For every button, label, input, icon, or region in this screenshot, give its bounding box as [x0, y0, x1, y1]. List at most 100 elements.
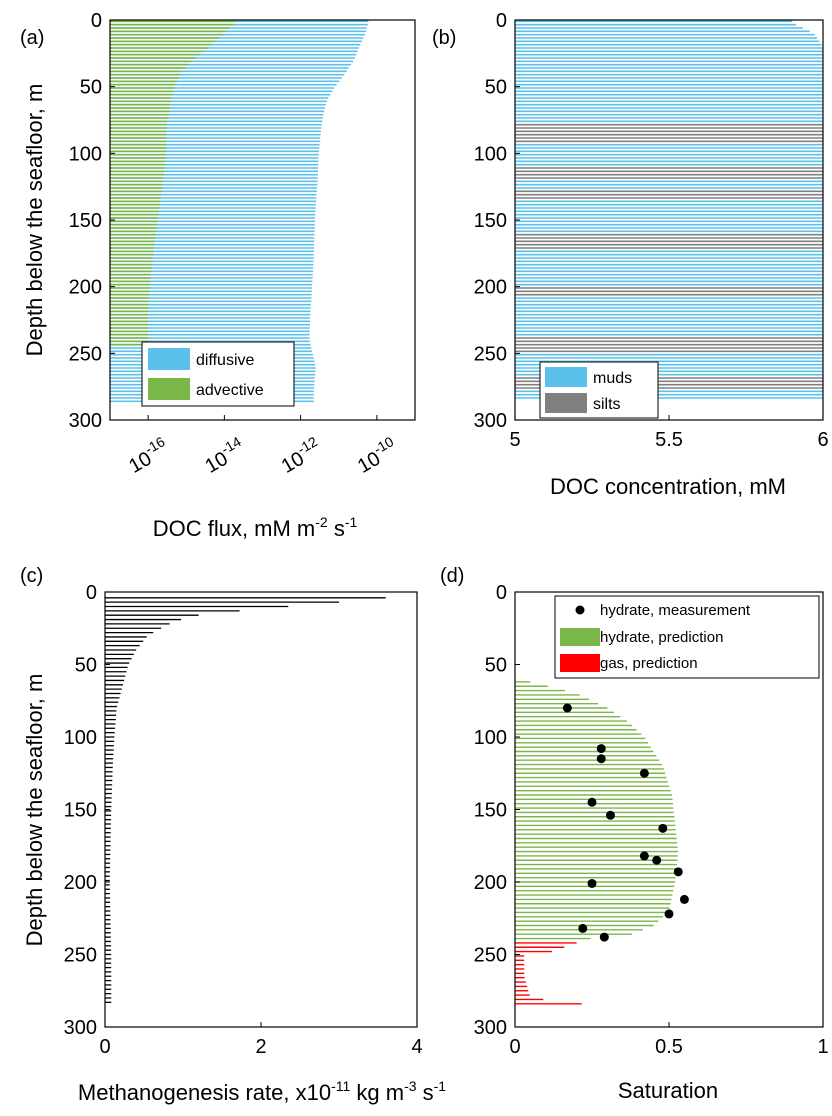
- y-tick-label: 200: [64, 872, 97, 894]
- hydrate-measurement-point: [605, 810, 615, 820]
- y-tick-label: 200: [474, 872, 507, 894]
- panel-c: (c) 0 50 100 150 200 250 300 0 2 4 Methanogenesi…: [20, 565, 446, 1105]
- y-tick-label: 100: [64, 727, 97, 749]
- x-tick-label: 0: [99, 1036, 110, 1058]
- y-tick-label: 50: [485, 77, 507, 99]
- y-tick-label: 300: [64, 1017, 97, 1039]
- y-tick-label: 250: [474, 343, 507, 365]
- panel-c-bars: [105, 597, 386, 1003]
- y-tick-label: 150: [474, 800, 507, 822]
- hydrate-measurement-point: [658, 823, 668, 833]
- hydrate-measurement-point: [578, 923, 588, 933]
- y-tick-label: 200: [69, 277, 102, 299]
- y-tick-label: 0: [91, 10, 102, 32]
- x-tick-label: 10-12: [275, 433, 325, 478]
- legend-swatch-diffusive: [148, 348, 190, 370]
- hydrate-measurement-point: [562, 703, 572, 713]
- panel-b-y-ticks: 0 50 100 150 200 250 300: [474, 10, 520, 432]
- hydrate-measurement-point: [639, 768, 649, 778]
- y-tick-label: 50: [485, 655, 507, 677]
- legend-swatch-gas-prediction: [560, 654, 600, 672]
- panel-a-y-ticks: 0 50 100 150 200 250 300: [69, 10, 115, 432]
- legend-label-hydrate-measurement: hydrate, measurement: [600, 602, 751, 619]
- panel-b-x-axis-label: DOC concentration, mM: [550, 474, 786, 499]
- legend-swatch-silts: [545, 393, 587, 413]
- legend-swatch-muds: [545, 367, 587, 387]
- panel-a-label: (a): [20, 27, 44, 49]
- y-tick-label: 150: [64, 800, 97, 822]
- hydrate-measurement-point: [639, 851, 649, 861]
- y-tick-label: 100: [474, 143, 507, 165]
- legend-label-muds: muds: [593, 370, 632, 387]
- x-tick-label: 10-10: [351, 433, 401, 478]
- x-tick-label: 10-16: [123, 433, 173, 478]
- panel-d-y-ticks: 0 50 100 150 200 250 300: [474, 582, 520, 1039]
- hydrate-measurement-point: [599, 932, 609, 942]
- panel-b-label: (b): [432, 27, 456, 49]
- y-tick-label: 100: [69, 143, 102, 165]
- panel-d-label: (d): [440, 565, 464, 587]
- hydrate-measurement-point: [596, 754, 606, 764]
- y-tick-label: 0: [496, 10, 507, 32]
- y-tick-label: 150: [474, 210, 507, 232]
- x-tick-label: 6: [817, 429, 828, 451]
- panel-a-y-axis-label: Depth below the seafloor, m: [22, 84, 47, 357]
- legend-marker-hydrate-measurement: [575, 605, 585, 615]
- panel-d-bars: [515, 681, 679, 1005]
- panel-c-x-ticks: 0 2 4: [99, 1022, 423, 1058]
- x-tick-label: 1: [817, 1036, 828, 1058]
- y-tick-label: 300: [69, 410, 102, 432]
- legend-swatch-hydrate-prediction: [560, 628, 600, 646]
- panel-d-legend: hydrate, measurement hydrate, prediction…: [554, 595, 820, 679]
- x-tick-label: 5: [509, 429, 520, 451]
- hydrate-measurement-point: [679, 894, 689, 904]
- hydrate-measurement-point: [652, 855, 662, 865]
- panel-a-x-ticks: 10-16 10-14 10-12 10-10: [123, 415, 401, 478]
- panel-a-legend: diffusive advective: [141, 341, 295, 407]
- legend-label-hydrate-prediction: hydrate, prediction: [600, 629, 723, 646]
- x-tick-label: 0.5: [655, 1036, 683, 1058]
- panel-c-label: (c): [20, 565, 43, 587]
- y-tick-label: 50: [80, 77, 102, 99]
- hydrate-measurement-point: [664, 909, 674, 919]
- panel-c-y-axis-label: Depth below the seafloor, m: [22, 674, 47, 947]
- hydrate-measurement-point: [596, 744, 606, 754]
- hydrate-measurement-point: [673, 867, 683, 877]
- legend-swatch-advective: [148, 378, 190, 400]
- x-tick-label: 4: [411, 1036, 422, 1058]
- panel-c-y-ticks: 0 50 100 150 200 250 300: [64, 582, 110, 1039]
- panel-a-x-axis-label: DOC flux, mM m-2 s-1: [153, 514, 358, 541]
- y-tick-label: 50: [75, 655, 97, 677]
- y-tick-label: 250: [474, 945, 507, 967]
- panel-d-x-axis-label: Saturation: [618, 1078, 718, 1103]
- panel-d-x-ticks: 0 0.5 1: [509, 1022, 829, 1058]
- y-tick-label: 300: [474, 1017, 507, 1039]
- panel-c-frame: [104, 591, 418, 1028]
- legend-label-advective: advective: [196, 382, 264, 399]
- y-tick-label: 250: [69, 343, 102, 365]
- legend-label-silts: silts: [593, 396, 621, 413]
- x-tick-label: 5.5: [655, 429, 683, 451]
- legend-label-gas-prediction: gas, prediction: [600, 655, 698, 672]
- y-tick-label: 0: [496, 582, 507, 604]
- panel-b-legend: muds silts: [539, 361, 659, 419]
- panel-c-x-axis-label: Methanogenesis rate, x10-11 kg m-3 s-1: [78, 1078, 446, 1105]
- y-tick-label: 250: [64, 945, 97, 967]
- panel-b-frame: [514, 19, 824, 421]
- x-tick-label: 0: [509, 1036, 520, 1058]
- y-tick-label: 0: [86, 582, 97, 604]
- y-tick-label: 300: [474, 410, 507, 432]
- y-tick-label: 150: [69, 210, 102, 232]
- y-tick-label: 100: [474, 727, 507, 749]
- x-tick-label: 10-14: [199, 433, 249, 478]
- panel-d-points: [562, 703, 689, 942]
- x-tick-label: 2: [255, 1036, 266, 1058]
- hydrate-measurement-point: [587, 878, 597, 888]
- panel-b-x-ticks: 5 5.5 6: [509, 415, 829, 451]
- legend-label-diffusive: diffusive: [196, 352, 255, 369]
- y-tick-label: 200: [474, 277, 507, 299]
